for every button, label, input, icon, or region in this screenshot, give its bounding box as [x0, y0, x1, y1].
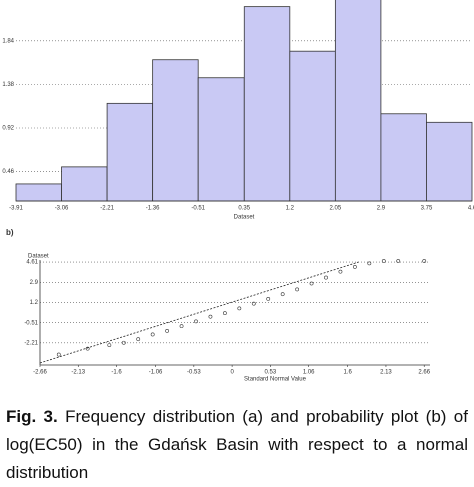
x-tick-label: 1.06	[303, 370, 315, 376]
figure: 0.46 0.92 1.38 1.84 -3.91 -3.06 -2.21 -1.36 -0.5…	[2, 0, 474, 383]
x-tick-label: 4.6	[468, 206, 474, 212]
point	[150, 332, 155, 337]
point	[338, 269, 343, 274]
x-tick-label: 3.75	[421, 206, 433, 212]
point	[208, 314, 213, 319]
x-tick-label: 2.66	[418, 370, 430, 376]
x-tick-label: -1.36	[146, 206, 160, 212]
bar	[243, 6, 291, 202]
caption-label: Fig. 3.	[6, 407, 58, 426]
x-tick-label: -3.91	[9, 206, 23, 212]
x-axis-label: Dataset	[234, 215, 255, 221]
point	[422, 259, 427, 263]
x-tick-label: -1.6	[111, 370, 122, 376]
x-tick-label: 2.05	[330, 206, 342, 212]
point	[136, 337, 141, 342]
caption-text: Frequency distribution (a) and probabili…	[6, 407, 468, 482]
reference-line	[39, 261, 359, 364]
y-tick-label: 0.92	[2, 126, 14, 132]
y-axis-label: Dataset	[28, 254, 49, 260]
point	[251, 301, 256, 306]
y-tick-label: 1.84	[2, 38, 14, 44]
point	[85, 346, 90, 351]
bar	[152, 59, 199, 202]
bar	[380, 113, 427, 202]
point	[396, 259, 401, 263]
x-tick-label: 2.13	[380, 370, 392, 376]
point	[324, 275, 328, 280]
y-tick-label: -2.21	[24, 340, 38, 346]
figure-caption: Fig. 3. Frequency distribution (a) and p…	[6, 403, 468, 487]
point	[352, 265, 357, 269]
y-tick-label: 1.2	[30, 300, 39, 306]
point	[367, 261, 372, 266]
x-tick-label: -0.51	[191, 206, 205, 212]
point	[121, 340, 126, 345]
bar	[106, 102, 154, 202]
point	[194, 319, 198, 324]
y-tick-label: 2.9	[30, 280, 39, 286]
panel-label: b)	[6, 228, 14, 237]
bar	[426, 121, 473, 202]
x-tick-label: 0.35	[238, 206, 250, 212]
x-tick-label: 1.2	[286, 206, 295, 212]
x-tick-label: -1.06	[149, 370, 163, 376]
bar	[197, 77, 245, 202]
y-tick-label: 4.61	[26, 260, 38, 266]
y-tick-label: 0.46	[2, 169, 14, 175]
x-axis-label: Standard Normal Value	[244, 377, 307, 383]
point	[295, 287, 300, 292]
x-tick-label: -2.13	[71, 370, 85, 376]
bar	[334, 0, 382, 202]
point	[179, 324, 184, 329]
point	[280, 292, 285, 297]
x-tick-label: 0.53	[265, 370, 277, 376]
x-tick-label: 1.6	[343, 370, 352, 376]
x-tick-label: -3.06	[55, 206, 69, 212]
point	[165, 328, 170, 333]
x-tick-label: 2.9	[377, 206, 386, 212]
x-tick-label: -2.21	[100, 206, 114, 212]
point	[237, 306, 242, 311]
point	[381, 259, 386, 263]
y-tick-label: 1.38	[2, 82, 14, 88]
y-tick-label: -0.51	[24, 320, 38, 326]
point	[222, 311, 227, 316]
x-tick-label: -0.53	[187, 370, 201, 376]
point	[107, 343, 112, 348]
point	[266, 297, 271, 301]
point	[56, 352, 61, 357]
x-tick-label: -2.66	[33, 370, 47, 376]
bar	[61, 166, 108, 202]
bar	[289, 50, 336, 202]
bar	[15, 183, 62, 202]
x-tick-label: 0	[230, 370, 234, 376]
point	[309, 281, 314, 286]
